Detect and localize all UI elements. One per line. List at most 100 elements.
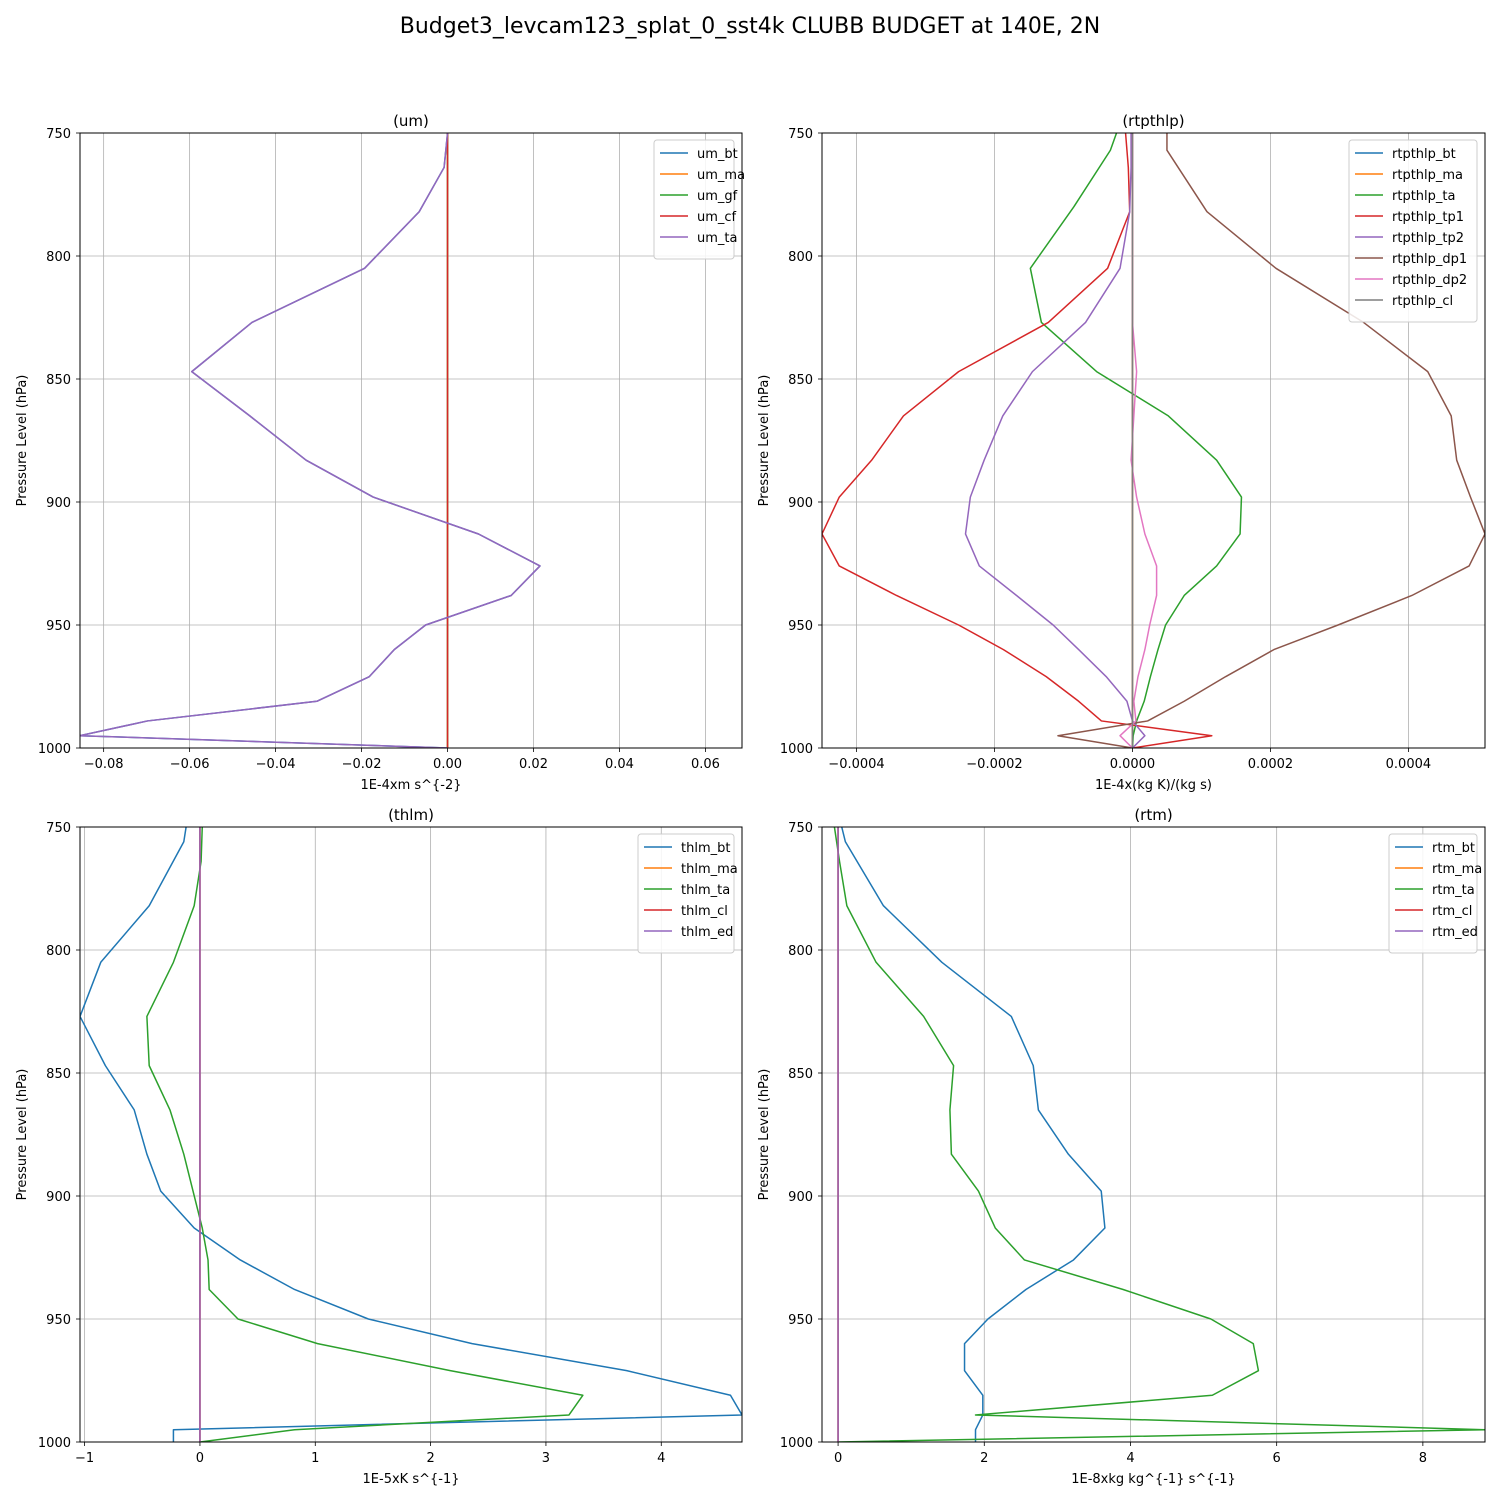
legend-box xyxy=(653,139,735,260)
legend-label: rtpthlp_tp2 xyxy=(1392,231,1464,246)
x-tick-label: −0.04 xyxy=(256,757,296,772)
y-axis-label: Pressure Level (hPa) xyxy=(15,1069,30,1201)
y-tick-label: 850 xyxy=(46,373,71,388)
series-line-rtpthlp_tp2 xyxy=(964,133,1146,748)
y-tick-label: 800 xyxy=(788,250,813,265)
legend: um_bt um_ma um_gf um_cf um_ta xyxy=(653,139,745,260)
legend-label: um_ma xyxy=(697,168,745,183)
axes-frame xyxy=(79,826,743,1443)
y-tick-label: 1000 xyxy=(780,1436,813,1451)
grid xyxy=(822,826,1485,1443)
legend-label: thlm_ta xyxy=(681,883,730,898)
x-tick-label: 3 xyxy=(542,1451,550,1466)
x-tick-label: 0.02 xyxy=(519,757,548,772)
y-tick-label: 1000 xyxy=(38,1436,71,1451)
y-tick-label: 900 xyxy=(46,1190,71,1205)
legend: rtm_bt rtm_ma rtm_ta rtm_cl rtm_ed xyxy=(1388,833,1482,954)
x-tick-label: 0.0004 xyxy=(1386,757,1432,772)
legend-label: rtpthlp_cl xyxy=(1392,294,1453,309)
legend-label: rtm_ta xyxy=(1432,883,1475,898)
legend-label: thlm_cl xyxy=(681,904,728,919)
chart-title: (rtpthlp) xyxy=(1122,112,1184,130)
y-tick-label: 900 xyxy=(788,496,813,511)
legend-label: um_bt xyxy=(697,147,738,162)
legend-label: rtm_ed xyxy=(1432,925,1478,940)
series-line-rtpthlp_ta xyxy=(1029,133,1243,748)
legend-label: um_ta xyxy=(697,231,737,246)
legend-label: rtpthlp_dp1 xyxy=(1392,252,1467,267)
legend-label: rtpthlp_ta xyxy=(1392,189,1455,204)
x-tick-label: −0.0002 xyxy=(966,757,1022,772)
y-tick-label: 850 xyxy=(788,373,813,388)
x-tick-label: 1 xyxy=(311,1451,319,1466)
legend-label: rtm_cl xyxy=(1432,904,1472,919)
legend-box xyxy=(637,833,735,954)
y-tick-label: 900 xyxy=(788,1190,813,1205)
series-line-rtm_bt xyxy=(841,827,1106,1442)
legend-label: thlm_bt xyxy=(681,841,730,856)
legend-label: thlm_ma xyxy=(681,862,738,877)
series-group xyxy=(822,133,1485,748)
chart-panel-3: 0 2 4 6 8 750 800 850 900 950 1000 (rtm) 1E-8xkg kg^… xyxy=(757,806,1486,1487)
x-tick-label: −0.02 xyxy=(342,757,382,772)
chart-title: (rtm) xyxy=(1134,806,1172,824)
chart-panel-0: −0.08 −0.06 −0.04 −0.02 0.00 0.02 0.04 0.06 750 8… xyxy=(15,112,745,793)
y-tick-label: 950 xyxy=(788,619,813,634)
legend-label: rtpthlp_ma xyxy=(1392,168,1463,183)
series-group xyxy=(833,827,1485,1442)
x-tick-label: 0 xyxy=(834,1451,842,1466)
legend-label: rtpthlp_dp2 xyxy=(1392,273,1467,288)
y-tick-label: 800 xyxy=(788,944,813,959)
series-line-rtpthlp_dp1 xyxy=(1057,133,1485,748)
legend-label: rtm_ma xyxy=(1432,862,1482,877)
series-line-um_ta xyxy=(80,133,541,748)
legend: thlm_bt thlm_ma thlm_ta thlm_cl thlm_ed xyxy=(637,833,738,954)
axes-frame xyxy=(79,132,743,749)
legend-box xyxy=(1388,833,1478,954)
legend-label: rtpthlp_tp1 xyxy=(1392,210,1464,225)
y-tick-label: 950 xyxy=(46,619,71,634)
y-axis-label: Pressure Level (hPa) xyxy=(15,375,30,507)
y-tick-label: 800 xyxy=(46,250,71,265)
series-line-thlm_bt xyxy=(80,827,742,1442)
y-tick-label: 900 xyxy=(46,496,71,511)
y-tick-label: 850 xyxy=(46,1067,71,1082)
x-tick-label: 0.0000 xyxy=(1110,757,1156,772)
x-tick-label: −1 xyxy=(75,1451,94,1466)
chart-panel-2: −1 0 1 2 3 4 750 800 850 900 950 1000 (thlm) 1E-5xK s… xyxy=(15,806,743,1487)
y-axis-label: Pressure Level (hPa) xyxy=(757,1069,772,1201)
x-tick-label: 0.06 xyxy=(691,757,720,772)
figure-title: Budget3_levcam123_splat_0_sst4k CLUBB BU… xyxy=(399,14,1101,39)
chart-title: (um) xyxy=(393,112,429,130)
series-group xyxy=(80,133,541,748)
x-tick-label: 2 xyxy=(980,1451,988,1466)
legend-label: rtm_bt xyxy=(1432,841,1475,856)
x-tick-label: 0 xyxy=(196,1451,204,1466)
x-tick-label: 0.0002 xyxy=(1248,757,1294,772)
legend-box xyxy=(1348,139,1478,323)
y-tick-label: 800 xyxy=(46,944,71,959)
y-tick-label: 750 xyxy=(46,821,71,836)
y-tick-label: 750 xyxy=(788,127,813,142)
legend-label: um_cf xyxy=(697,210,737,225)
y-tick-label: 1000 xyxy=(780,742,813,757)
legend-label: rtpthlp_bt xyxy=(1392,147,1456,162)
legend: rtpthlp_bt rtpthlp_ma rtpthlp_ta rtpthlp_tp… xyxy=(1348,139,1478,323)
axes-frame xyxy=(821,826,1486,1443)
x-tick-label: 0.04 xyxy=(605,757,634,772)
series-line-rtpthlp_dp2 xyxy=(1119,133,1158,748)
chart-panel-1: −0.0004 −0.0002 0.0000 0.0002 0.0004 750 800 85… xyxy=(757,112,1486,793)
y-tick-label: 950 xyxy=(788,1313,813,1328)
chart-title: (thlm) xyxy=(388,806,434,824)
x-tick-label: 4 xyxy=(657,1451,665,1466)
x-tick-label: 2 xyxy=(426,1451,434,1466)
series-line-rtm_ta xyxy=(833,827,1485,1442)
y-tick-label: 950 xyxy=(46,1313,71,1328)
y-tick-label: 1000 xyxy=(38,742,71,757)
x-axis-label: 1E-4x(kg K)/(kg s) xyxy=(1095,778,1212,793)
x-tick-label: −0.08 xyxy=(84,757,124,772)
legend-label: um_gf xyxy=(697,189,738,204)
axes-frame xyxy=(821,132,1486,749)
x-tick-label: 6 xyxy=(1273,1451,1281,1466)
